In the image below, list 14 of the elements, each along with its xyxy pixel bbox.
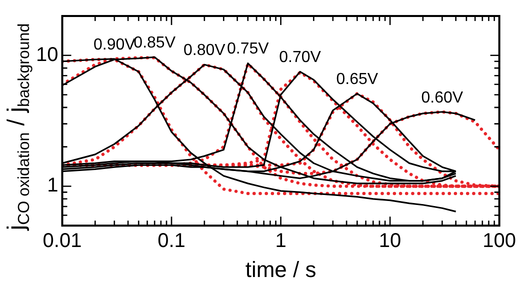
legend-label: 0.85V xyxy=(134,34,176,52)
x-tick-label: 100 xyxy=(482,230,516,252)
x-tick-label: 10 xyxy=(378,230,402,252)
x-tick-label: 0.01 xyxy=(42,230,82,252)
series-label: 0.65V xyxy=(336,71,378,88)
series-label: 0.60V xyxy=(421,89,464,106)
x-tick-label: 0.1 xyxy=(158,230,186,252)
series-label: 0.70V xyxy=(279,49,322,66)
legend-label: 0.75V xyxy=(226,40,270,58)
x-tick-label: 1 xyxy=(275,230,286,252)
legend-label: 0.90V xyxy=(93,36,136,54)
series-label: 0.80V xyxy=(184,42,226,60)
x-axis-title: time / s xyxy=(245,256,316,282)
y-axis-title: jCO oxidation / jbackground xyxy=(3,23,33,232)
